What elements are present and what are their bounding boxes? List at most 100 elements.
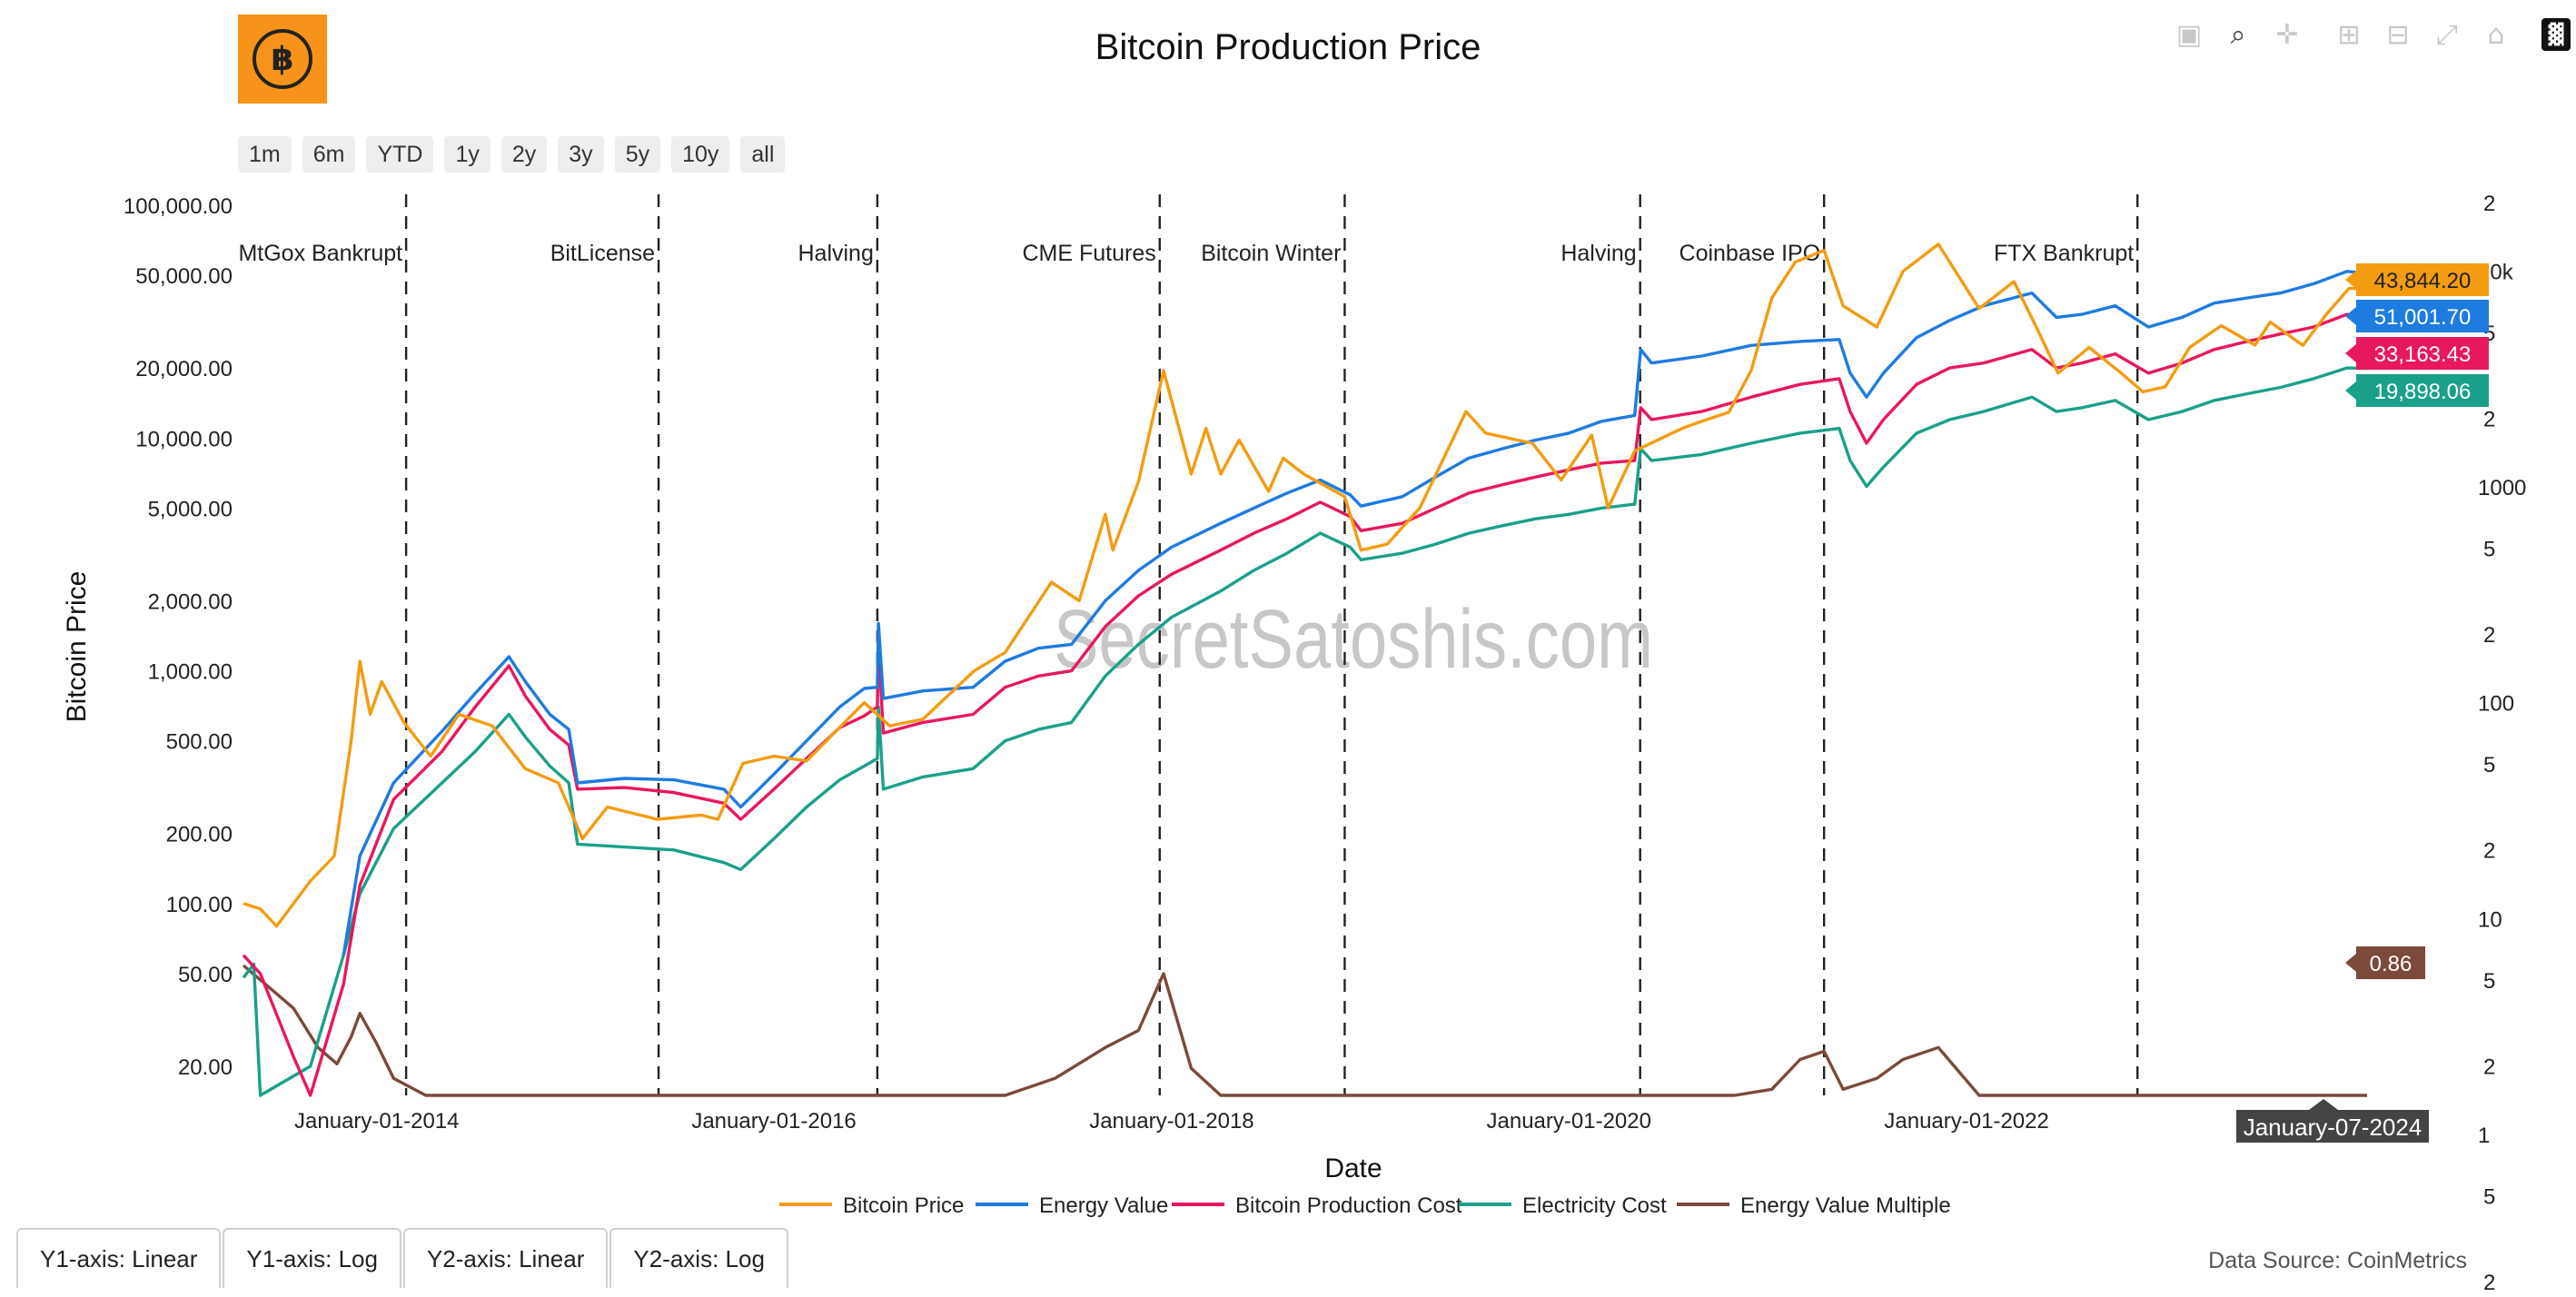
pan-icon[interactable]: ✛ <box>2275 18 2299 51</box>
y-tick-label: 100.00 <box>166 893 233 917</box>
range-button-2y[interactable]: 2y <box>500 136 548 173</box>
hover-date-box <box>2236 1110 2429 1143</box>
brand-logo: ฿ <box>238 15 327 104</box>
zoom-icon[interactable]: ⌕ <box>2230 18 2246 51</box>
y2-tick-label: 1 <box>2478 1124 2490 1148</box>
series-line <box>342 270 2368 955</box>
y2-tick-label: 5 <box>2483 1184 2495 1209</box>
x-tick-label: January-01-2018 <box>1089 1109 1253 1134</box>
y2-tick-label: 2 <box>2483 192 2495 216</box>
event-label: FTX Bankrupt <box>1994 241 2134 266</box>
y2-tick-label: 2 <box>2483 408 2495 432</box>
legend-item[interactable]: Bitcoin Price <box>843 1193 964 1218</box>
zoom-out-icon[interactable]: ⊟ <box>2386 18 2410 51</box>
range-button-5y[interactable]: 5y <box>614 136 661 173</box>
range-selector: 1m 6m YTD 1y 2y 3y 5y 10y all <box>238 136 786 173</box>
hover-date-pointer <box>2309 1099 2338 1110</box>
x-axis-title: Date <box>1324 1153 1382 1183</box>
autoscale-icon[interactable]: ⤢ <box>2436 18 2458 51</box>
series-line <box>242 366 2368 1097</box>
x-tick-label: January-01-2022 <box>1884 1109 2048 1134</box>
end-label-pointer <box>2345 307 2356 325</box>
end-value-label: 43,844.20 <box>2374 269 2472 293</box>
y-tick-label: 2,000.00 <box>148 589 233 614</box>
legend-item[interactable]: Bitcoin Production Cost <box>1235 1193 1462 1218</box>
y-tick-label: 100,000.00 <box>124 194 233 219</box>
home-icon[interactable]: ⌂ <box>2487 18 2505 51</box>
x-tick-label: January-01-2016 <box>691 1109 856 1134</box>
range-button-10y[interactable]: 10y <box>671 136 730 173</box>
series-line <box>242 964 2367 1097</box>
event-label: Bitcoin Winter <box>1201 241 1341 266</box>
plotly-logo-icon[interactable]: ▓ <box>2541 18 2571 51</box>
y-tick-label: 20,000.00 <box>135 357 233 381</box>
zoom-in-icon[interactable]: ⊞ <box>2337 18 2361 51</box>
end-value-label: 51,001.70 <box>2374 305 2472 330</box>
x-tick-label: January-01-2014 <box>294 1109 459 1134</box>
end-value-label: 0.86 <box>2370 952 2413 976</box>
y2-tick-label: 100 <box>2478 692 2514 717</box>
y2-tick-label: 2 <box>2483 839 2495 864</box>
watermark: SecretSatoshis.com <box>1054 593 1653 686</box>
y2-tick-label: 1000 <box>2478 476 2526 500</box>
range-button-ytd[interactable]: YTD <box>366 136 434 173</box>
event-label: Halving <box>798 241 873 266</box>
axis-scale-buttons: Y1-axis: Linear Y1-axis: Log Y2-axis: Li… <box>16 1228 788 1288</box>
y2-tick-label: 5 <box>2483 538 2495 562</box>
x-tick-label: January-01-2020 <box>1487 1109 1651 1134</box>
event-label: Halving <box>1560 241 1636 266</box>
end-label-box <box>2356 374 2489 407</box>
legend-item[interactable]: Electricity Cost <box>1522 1193 1667 1218</box>
y-tick-label: 10,000.00 <box>135 427 233 451</box>
camera-icon[interactable]: ▣ <box>2175 18 2203 51</box>
range-button-1y[interactable]: 1y <box>444 136 490 173</box>
end-label-pointer <box>2345 381 2356 400</box>
y-tick-label: 20.00 <box>178 1055 233 1080</box>
series-line <box>242 312 2368 1097</box>
range-button-6m[interactable]: 6m <box>302 136 356 173</box>
y2-tick-label: 2 <box>2483 623 2495 648</box>
y2-tick-label: 5 <box>2483 969 2495 994</box>
y2-tick-label: 2 <box>2483 1054 2495 1079</box>
y-tick-label: 50,000.00 <box>135 264 233 289</box>
y1-linear-button[interactable]: Y1-axis: Linear <box>16 1228 222 1288</box>
y-axis-title: Bitcoin Price <box>62 571 92 723</box>
range-button-3y[interactable]: 3y <box>558 136 604 173</box>
hover-date-label: January-07-2024 <box>2236 1099 2429 1143</box>
y2-tick-label: 5 <box>2483 753 2495 777</box>
end-label-pointer <box>2345 954 2356 972</box>
event-label: MtGox Bankrupt <box>238 241 402 266</box>
end-value-label: 19,898.06 <box>2374 380 2472 404</box>
y2-tick-label: 10 <box>2478 907 2502 932</box>
range-button-all[interactable]: all <box>740 136 786 173</box>
modebar: ▣ ⌕ ✛ ⊞ ⊟ ⤢ ⌂ ▓ <box>2171 16 2571 53</box>
end-value-label: 33,163.43 <box>2374 342 2472 367</box>
y-tick-label: 500.00 <box>166 730 233 755</box>
event-label: Coinbase IPO <box>1679 241 1821 266</box>
bitcoin-logo-icon: ฿ <box>253 29 312 89</box>
event-label: BitLicense <box>550 241 655 266</box>
data-source: Data Source: CoinMetrics <box>2208 1248 2467 1273</box>
y2-linear-button[interactable]: Y2-axis: Linear <box>402 1228 609 1288</box>
legend: Bitcoin Price Energy Value Bitcoin Product… <box>779 1193 1951 1218</box>
y2-log-button[interactable]: Y2-axis: Log <box>609 1228 788 1288</box>
hover-date-text: January-07-2024 <box>2244 1114 2422 1141</box>
end-label-pointer <box>2345 344 2356 362</box>
y-tick-label: 200.00 <box>166 823 233 847</box>
chart-title: Bitcoin Production Price <box>1095 27 1481 67</box>
y1-log-button[interactable]: Y1-axis: Log <box>223 1228 401 1288</box>
end-label-box <box>2356 300 2489 332</box>
legend-item[interactable]: Energy Value Multiple <box>1740 1193 1951 1218</box>
end-label-pointer <box>2345 271 2356 289</box>
y2-tick-label: 2 <box>2483 1271 2495 1295</box>
y-tick-label: 5,000.00 <box>148 497 233 521</box>
range-button-1m[interactable]: 1m <box>238 136 292 173</box>
y-tick-label: 1,000.00 <box>148 660 233 685</box>
end-label-box <box>2356 946 2425 979</box>
end-label-box <box>2356 263 2489 296</box>
event-label: CME Futures <box>1022 241 1155 266</box>
end-label-box <box>2356 337 2489 370</box>
legend-item[interactable]: Energy Value <box>1039 1193 1168 1218</box>
y-tick-label: 50.00 <box>178 963 233 987</box>
